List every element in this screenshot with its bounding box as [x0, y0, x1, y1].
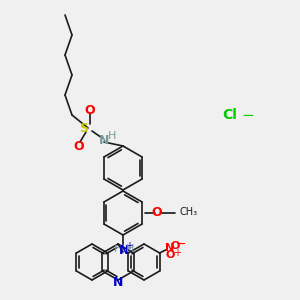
Text: H: H — [108, 131, 116, 141]
Text: CH₃: CH₃ — [179, 207, 197, 217]
Text: N: N — [165, 243, 174, 253]
Text: H: H — [126, 244, 134, 254]
Text: O: O — [152, 206, 162, 220]
Text: O: O — [85, 103, 95, 116]
Text: +: + — [172, 248, 181, 258]
Text: N: N — [99, 134, 109, 146]
Text: S: S — [80, 122, 88, 134]
Text: Cl: Cl — [223, 108, 237, 122]
Text: O: O — [171, 241, 180, 251]
Text: N: N — [119, 244, 129, 256]
Text: −: − — [242, 107, 254, 122]
Text: N: N — [113, 277, 123, 290]
Text: −: − — [175, 238, 186, 250]
Text: O: O — [166, 250, 175, 260]
Text: +: + — [125, 241, 133, 251]
Text: H: H — [114, 244, 122, 254]
Text: O: O — [74, 140, 84, 152]
